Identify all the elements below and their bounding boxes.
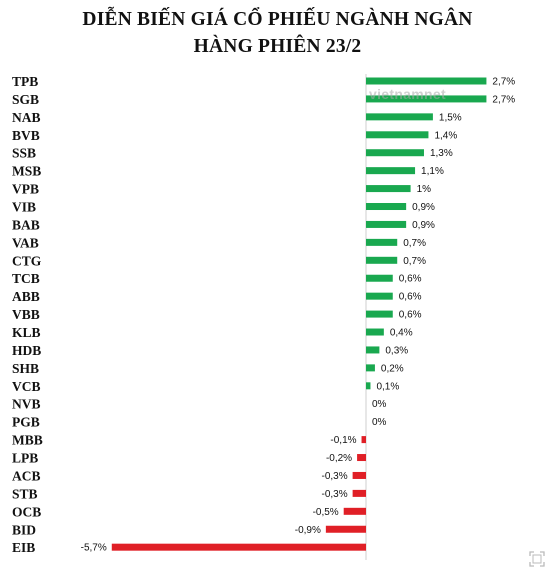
data-label: 1,4%	[434, 130, 457, 141]
category-label: SSB	[12, 146, 36, 161]
data-label: 0,1%	[376, 381, 399, 392]
data-label: -0,9%	[295, 525, 321, 536]
category-label: HDB	[12, 343, 41, 358]
expand-icon[interactable]	[529, 551, 545, 567]
data-label: 2,7%	[492, 94, 515, 105]
category-label: TPB	[12, 74, 38, 89]
data-label: 1,5%	[439, 112, 462, 123]
bar	[366, 292, 393, 300]
category-label: KLB	[12, 325, 41, 340]
data-label: -5,7%	[81, 543, 107, 554]
data-label: 0,6%	[399, 292, 422, 303]
category-label: MSB	[12, 164, 41, 179]
watermark-logo: vietnamnet	[369, 86, 446, 102]
category-label: SHB	[12, 361, 39, 376]
category-label: ACB	[12, 468, 41, 483]
bar	[366, 256, 398, 264]
data-label: -0,3%	[321, 489, 347, 500]
category-label: VAB	[12, 235, 39, 250]
category-label: NAB	[12, 110, 41, 125]
data-label: 0,7%	[403, 256, 426, 267]
category-label: SGB	[12, 92, 39, 107]
bar	[366, 328, 384, 336]
data-label: 0,9%	[412, 220, 435, 231]
category-label: OCB	[12, 504, 41, 519]
bar	[366, 203, 407, 211]
category-label: STB	[12, 486, 38, 501]
bar	[366, 274, 393, 282]
bar	[366, 238, 398, 246]
bar	[352, 471, 366, 479]
data-label: 0,6%	[399, 274, 422, 285]
category-label: VCB	[12, 379, 41, 394]
data-label: -0,2%	[326, 453, 352, 464]
category-label: NVB	[12, 397, 41, 412]
category-label: MBB	[12, 433, 43, 448]
data-label: -0,5%	[313, 507, 339, 518]
category-label: BVB	[12, 128, 40, 143]
bar	[366, 346, 380, 354]
data-label: 0,2%	[381, 363, 404, 374]
bar	[366, 364, 375, 372]
data-label: 1,1%	[421, 166, 444, 177]
bar	[111, 543, 366, 551]
bar	[361, 436, 366, 444]
data-label: 0%	[372, 399, 387, 410]
bar	[343, 507, 366, 515]
bar	[366, 131, 429, 139]
data-label: 0,4%	[390, 328, 413, 339]
data-label: 0,6%	[399, 310, 422, 321]
bar	[366, 77, 487, 85]
category-label: VBB	[12, 307, 40, 322]
data-label: -0,1%	[330, 435, 356, 446]
data-label: 1,3%	[430, 148, 453, 159]
bar	[366, 185, 411, 193]
data-label: 1%	[417, 184, 432, 195]
chart-title-line-1: DIỄN BIẾN GIÁ CỔ PHIẾU NGÀNH NGÂN	[82, 9, 473, 30]
chart-title: DIỄN BIẾN GIÁ CỔ PHIẾU NGÀNH NGÂN HÀNG P…	[0, 6, 555, 60]
bar	[366, 220, 407, 228]
bar	[325, 525, 366, 533]
category-label: TCB	[12, 271, 40, 286]
category-label: PGB	[12, 415, 40, 430]
data-label: 0,3%	[385, 345, 408, 356]
data-label: 0%	[372, 417, 387, 428]
category-label: CTG	[12, 253, 42, 268]
category-label: ABB	[12, 289, 40, 304]
category-label: LPB	[12, 451, 38, 466]
bar	[366, 310, 393, 318]
bar	[352, 489, 366, 497]
category-label: VIB	[12, 200, 36, 215]
bar	[366, 95, 487, 103]
category-label: EIB	[12, 540, 35, 555]
data-label: 0,7%	[403, 238, 426, 249]
category-label: BID	[12, 522, 36, 537]
bar	[366, 149, 424, 157]
data-label: 0,9%	[412, 202, 435, 213]
bar	[366, 382, 371, 390]
data-label: 2,7%	[492, 77, 515, 88]
chart-title-line-2: HÀNG PHIÊN 23/2	[193, 36, 362, 57]
bar	[357, 454, 366, 462]
category-label: VPB	[12, 182, 39, 197]
data-label: -0,3%	[321, 471, 347, 482]
category-label: BAB	[12, 217, 40, 232]
bar	[366, 167, 416, 175]
bar	[366, 113, 433, 121]
